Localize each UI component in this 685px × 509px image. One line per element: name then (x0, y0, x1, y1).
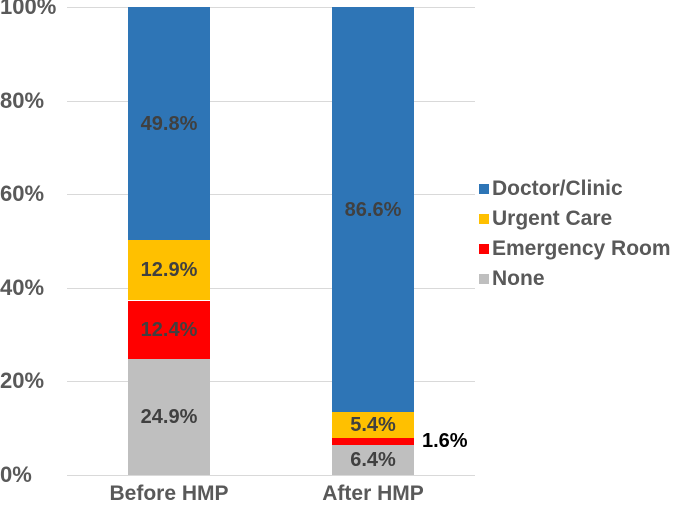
legend-swatch-none (479, 274, 489, 284)
x-axis-label-after-hmp: After HMP (322, 482, 424, 505)
gridline (67, 194, 475, 195)
y-axis-tick-label: 40% (0, 275, 45, 300)
x-axis-label-before-hmp: Before HMP (109, 482, 229, 505)
data-label: 24.9% (140, 405, 198, 428)
data-label: 86.6% (344, 198, 402, 221)
y-axis-tick-label: 80% (0, 88, 45, 113)
bar-segment-none (128, 358, 210, 475)
data-label: 49.8% (140, 112, 198, 135)
y-axis-tick-label: 60% (0, 181, 45, 206)
legend-label: Doctor/Clinic (492, 177, 623, 200)
gridline (67, 381, 475, 382)
data-label: 5.4% (350, 413, 396, 436)
legend-label: None (492, 267, 545, 290)
legend-swatch-doctor-clinic (479, 184, 489, 194)
y-axis-tick-label: 20% (0, 368, 45, 393)
data-label: 6.4% (350, 449, 396, 471)
bar-segment-doctor-clinic (128, 7, 210, 241)
legend-label: Urgent Care (492, 207, 613, 230)
legend-item-emergency-room: Emergency Room (479, 234, 671, 264)
gridline (67, 101, 475, 102)
data-label: 1.6% (422, 430, 468, 453)
y-axis-tick-label: 0% (0, 462, 32, 487)
bar-segment-emergency-room (332, 437, 414, 445)
bar-segment-doctor-clinic (332, 7, 414, 413)
bar-segment-none (332, 445, 414, 475)
data-label: 12.4% (140, 318, 198, 341)
bar-segment-urgent-care (332, 412, 414, 438)
plot-area: 24.9% 12.4% 12.9% 49.8% 6.4% 1.6% 5.4% 86.6% (67, 7, 475, 476)
y-axis-tick-label: 100% (0, 0, 57, 19)
data-label: 12.9% (140, 259, 198, 282)
legend-item-urgent-care: Urgent Care (479, 204, 671, 234)
gridline (67, 7, 475, 8)
legend-item-doctor-clinic: Doctor/Clinic (479, 174, 671, 204)
legend-item-none: None (479, 264, 671, 294)
bar-segment-emergency-room (128, 300, 210, 359)
legend-label: Emergency Room (492, 237, 671, 260)
gridline (67, 288, 475, 289)
gridline (67, 475, 475, 476)
legend: Doctor/Clinic Urgent Care Emergency Room No… (479, 174, 671, 294)
legend-swatch-emergency-room (479, 244, 489, 254)
legend-swatch-urgent-care (479, 214, 489, 224)
bar-segment-urgent-care (128, 240, 210, 301)
